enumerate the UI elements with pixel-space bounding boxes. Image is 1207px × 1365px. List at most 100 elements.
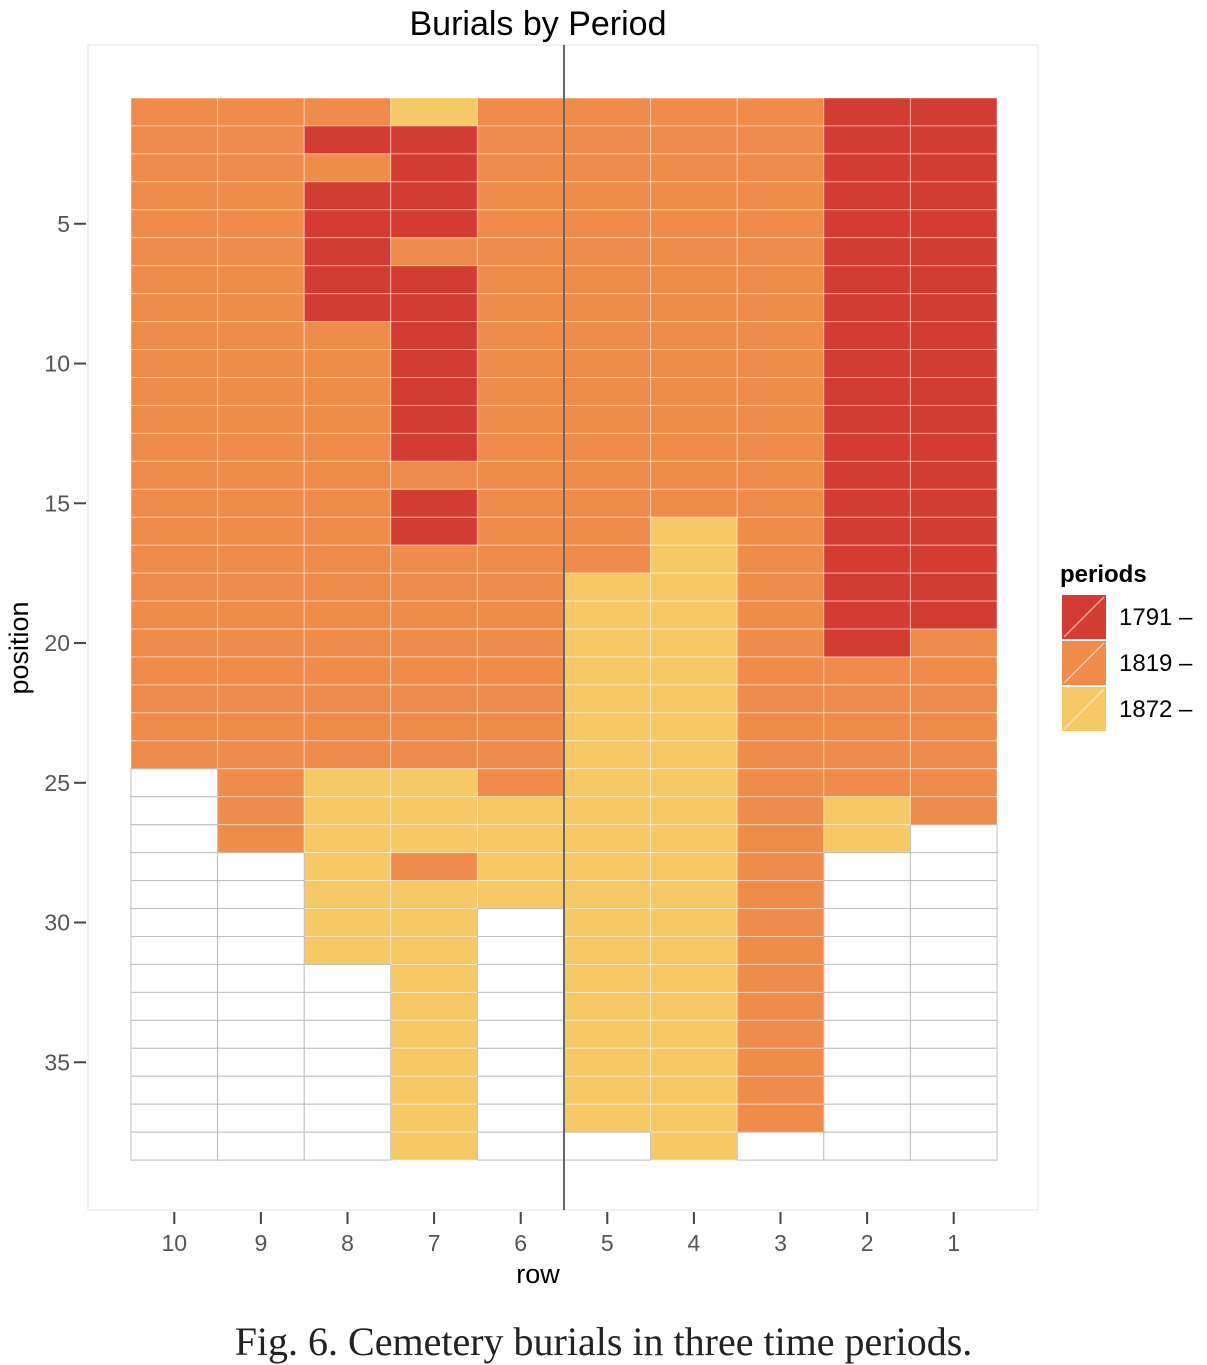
heatmap-cell: [303, 404, 392, 434]
empty-cell: [476, 1103, 565, 1133]
empty-cell: [303, 1103, 392, 1133]
heatmap-cell: [909, 377, 998, 406]
empty-cell: [130, 880, 219, 910]
x-tick-label: 10: [162, 1230, 188, 1256]
empty-cell: [909, 1019, 998, 1049]
heatmap-cell: [736, 684, 825, 714]
heatmap-cell: [650, 460, 738, 490]
heatmap-cell: [823, 265, 911, 295]
heatmap-cell: [736, 1075, 825, 1105]
empty-cell: [909, 880, 998, 910]
heatmap-cell: [303, 321, 392, 351]
heatmap-cell: [390, 824, 478, 854]
heatmap-cell: [476, 684, 565, 714]
heatmap-cell: [303, 209, 392, 239]
heatmap-cell: [736, 936, 825, 965]
heatmap-cell: [650, 963, 738, 993]
heatmap-cell: [390, 656, 478, 686]
heatmap-cell: [130, 572, 219, 602]
heatmap-cell: [736, 963, 825, 993]
empty-cell: [217, 908, 305, 937]
heatmap-cell: [563, 963, 652, 993]
heatmap-cell: [823, 824, 911, 854]
heatmap-cell: [390, 796, 478, 826]
y-tick-label: 35: [44, 1049, 70, 1075]
heatmap-cell: [303, 488, 392, 518]
heatmap-cell: [650, 181, 738, 211]
heatmap-cell: [130, 600, 219, 630]
heatmap-cell: [650, 824, 738, 854]
heatmap-cell: [217, 572, 305, 602]
y-tick-label: 20: [44, 630, 70, 656]
empty-cell: [823, 1075, 911, 1105]
empty-cell: [130, 852, 219, 882]
heatmap-cell: [650, 209, 738, 239]
heatmap-cell: [303, 432, 392, 462]
heatmap-cell: [909, 684, 998, 714]
heatmap-cell: [563, 321, 652, 351]
heatmap-cell: [476, 460, 565, 490]
heatmap-cell: [909, 628, 998, 658]
heatmap-cell: [390, 153, 478, 183]
heatmap-cell: [823, 432, 911, 462]
heatmap-cell: [217, 293, 305, 323]
heatmap-cell: [303, 880, 392, 910]
heatmap-cell: [823, 181, 911, 211]
heatmap-cell: [823, 97, 911, 127]
heatmap-cell: [130, 656, 219, 686]
heatmap-cell: [650, 488, 738, 518]
heatmap-cell: [650, 796, 738, 826]
heatmap-cell: [390, 684, 478, 714]
heatmap-cell: [303, 237, 392, 267]
heatmap-cell: [476, 572, 565, 602]
heatmap-cell: [909, 544, 998, 574]
heatmap-cell: [909, 153, 998, 183]
heatmap-cell: [650, 516, 738, 546]
heatmap-cell: [563, 1047, 652, 1077]
figure-caption: Fig. 6. Cemetery burials in three time p…: [234, 1319, 973, 1364]
heatmap-cell: [217, 824, 305, 854]
heatmap-cell: [130, 740, 219, 770]
empty-cell: [476, 908, 565, 937]
heatmap-cell: [823, 125, 911, 155]
empty-cell: [909, 1131, 998, 1161]
empty-cell: [823, 1103, 911, 1133]
heatmap-cell: [736, 796, 825, 826]
heatmap-cell: [476, 321, 565, 351]
heatmap-cell: [563, 1019, 652, 1049]
heatmap-cell: [909, 209, 998, 239]
heatmap-cell: [130, 237, 219, 267]
heatmap-cell: [476, 544, 565, 574]
x-tick-label: 1: [947, 1230, 960, 1256]
heatmap-cell: [650, 432, 738, 462]
heatmap-cell: [303, 181, 392, 211]
empty-cell: [130, 908, 219, 937]
heatmap-cell: [823, 796, 911, 826]
x-tick-label: 5: [601, 1230, 614, 1256]
heatmap-cell: [563, 293, 652, 323]
heatmap-cell: [303, 740, 392, 770]
heatmap-cell: [390, 516, 478, 546]
heatmap-cell: [130, 153, 219, 183]
y-tick-label: 15: [44, 490, 70, 516]
heatmap-cell: [303, 97, 392, 127]
y-tick-label: 5: [57, 211, 70, 237]
heatmap-cell: [217, 684, 305, 714]
heatmap-cell: [217, 153, 305, 183]
heatmap-cell: [823, 321, 911, 351]
heatmap-cell: [390, 1131, 478, 1161]
heatmap-cell: [390, 740, 478, 770]
heatmap-cell: [736, 377, 825, 406]
heatmap-cell: [563, 349, 652, 378]
heatmap-cell: [563, 936, 652, 965]
heatmap-cell: [650, 321, 738, 351]
empty-cell: [130, 936, 219, 965]
empty-cell: [130, 991, 219, 1021]
heatmap-cell: [736, 349, 825, 378]
empty-cell: [736, 1131, 825, 1161]
empty-cell: [823, 936, 911, 965]
heatmap-cell: [217, 237, 305, 267]
heatmap-cell: [563, 404, 652, 434]
heatmap-cell: [650, 628, 738, 658]
heatmap-cell: [736, 321, 825, 351]
